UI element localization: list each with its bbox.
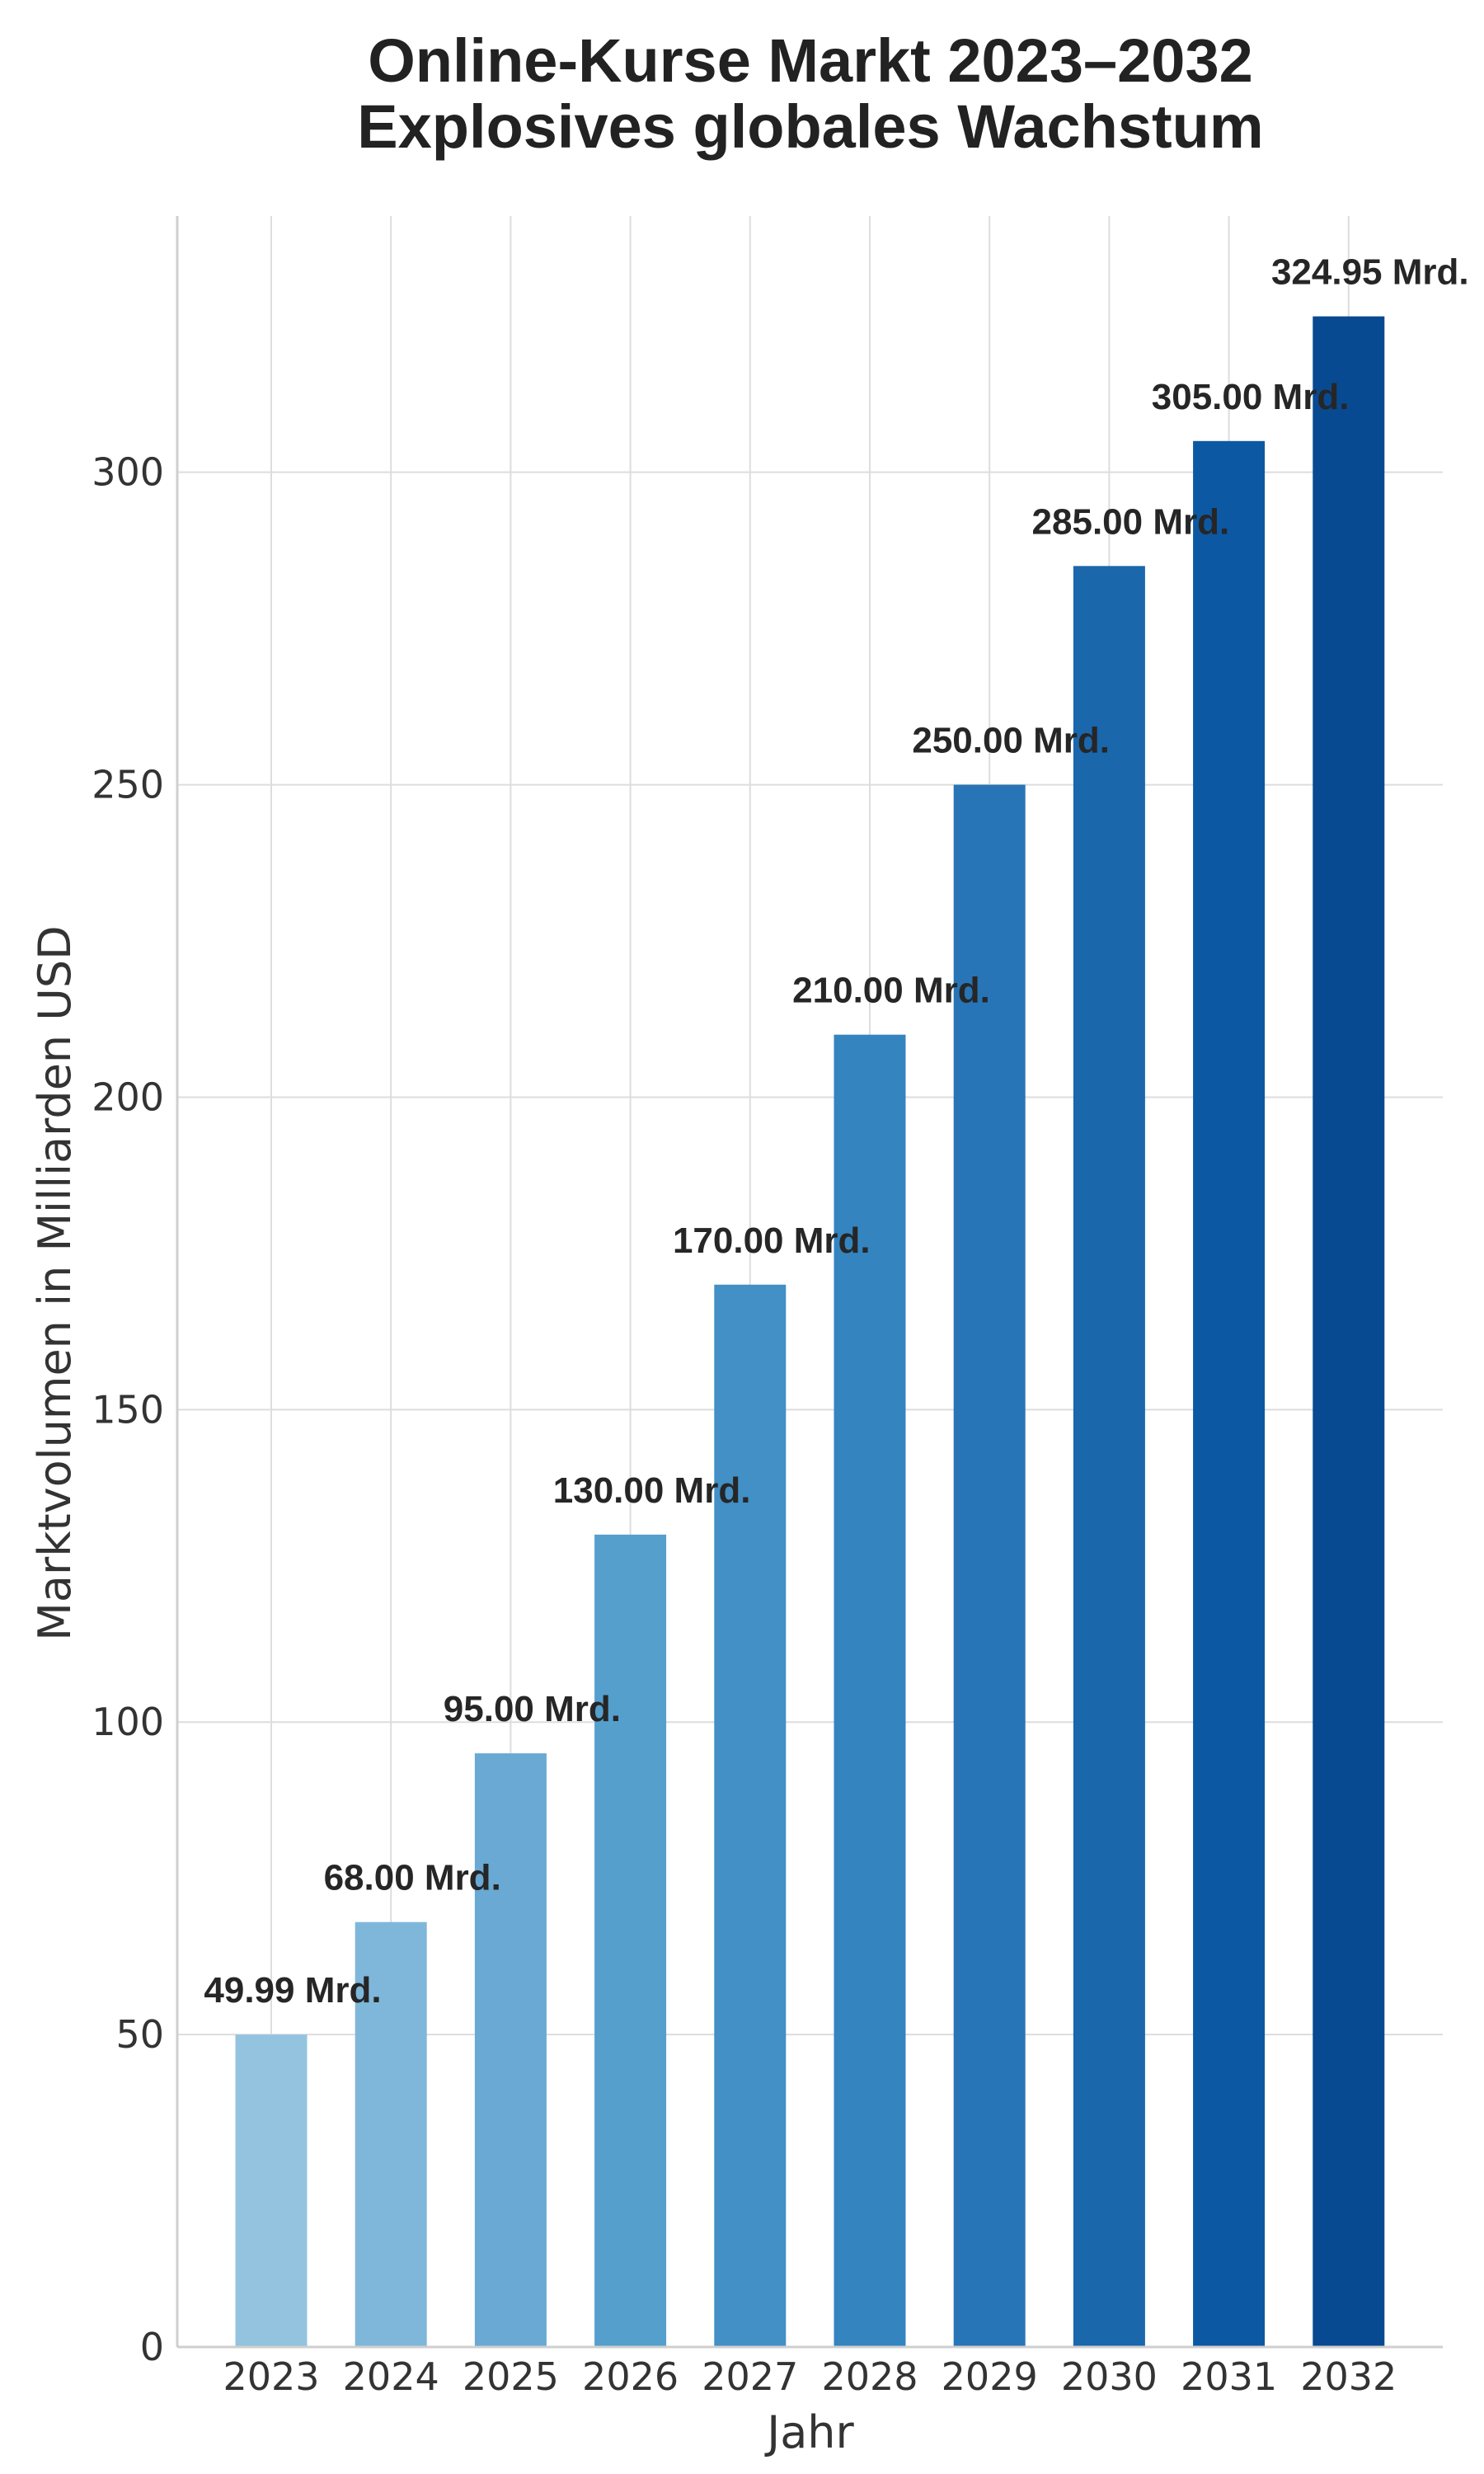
axes: 0 50 100 150 200 250 300 2023 2024 2025 2026 2027 20…	[92, 216, 1443, 2399]
x-tick-label: 2027	[702, 2354, 798, 2399]
bar-2031	[1193, 440, 1266, 2348]
bar-2028	[834, 1034, 906, 2347]
x-tick-label: 2031	[1181, 2354, 1277, 2399]
x-tick-label: 2026	[582, 2354, 679, 2399]
bar-2027	[714, 1284, 787, 2347]
x-axis-label: Jahr	[764, 2406, 854, 2458]
bars	[235, 316, 1385, 2348]
y-tick-label: 250	[92, 763, 164, 807]
bar-2023	[235, 2034, 308, 2347]
y-tick-label: 150	[92, 1387, 164, 1432]
data-label: 250.00 Mrd.	[912, 721, 1110, 761]
bar-2032	[1313, 316, 1385, 2347]
data-label: 210.00 Mrd.	[792, 971, 990, 1011]
data-label: 324.95 Mrd.	[1271, 252, 1469, 293]
x-tick-label: 2029	[942, 2354, 1038, 2399]
bar-2026	[594, 1534, 667, 2347]
chart-subtitle: Explosives globales Wachstum	[357, 92, 1263, 161]
data-label: 285.00 Mrd.	[1032, 501, 1230, 542]
y-tick-label: 200	[92, 1075, 164, 1119]
data-label: 305.00 Mrd.	[1152, 377, 1350, 417]
data-label: 170.00 Mrd.	[673, 1221, 871, 1261]
x-tick-label: 2024	[343, 2354, 439, 2399]
y-tick-label: 100	[92, 1700, 164, 1744]
bar-2030	[1073, 566, 1145, 2347]
y-tick-label: 50	[115, 2012, 164, 2057]
data-label: 49.99 Mrd.	[204, 1970, 381, 2011]
bar-2029	[953, 784, 1026, 2348]
x-tick-label: 2028	[821, 2354, 918, 2399]
data-label: 95.00 Mrd.	[444, 1689, 621, 1729]
chart-title: Online-Kurse Markt 2023–2032	[368, 26, 1253, 95]
bar-2024	[355, 1921, 427, 2347]
x-tick-label: 2025	[463, 2354, 559, 2399]
data-label: 130.00 Mrd.	[553, 1470, 751, 1511]
x-tick-label: 2023	[223, 2354, 319, 2399]
y-axis-label: Marktvolumen in Milliarden USD	[29, 925, 81, 1640]
x-tick-label: 2030	[1061, 2354, 1158, 2399]
data-label: 68.00 Mrd.	[324, 1858, 501, 1898]
bar-2025	[474, 1753, 547, 2347]
y-tick-label: 300	[92, 450, 164, 495]
x-tick-label: 2032	[1300, 2354, 1397, 2399]
data-labels: 49.99 Mrd. 68.00 Mrd. 95.00 Mrd. 130.00 Mrd…	[204, 252, 1468, 2011]
y-tick-label: 0	[140, 2325, 164, 2369]
